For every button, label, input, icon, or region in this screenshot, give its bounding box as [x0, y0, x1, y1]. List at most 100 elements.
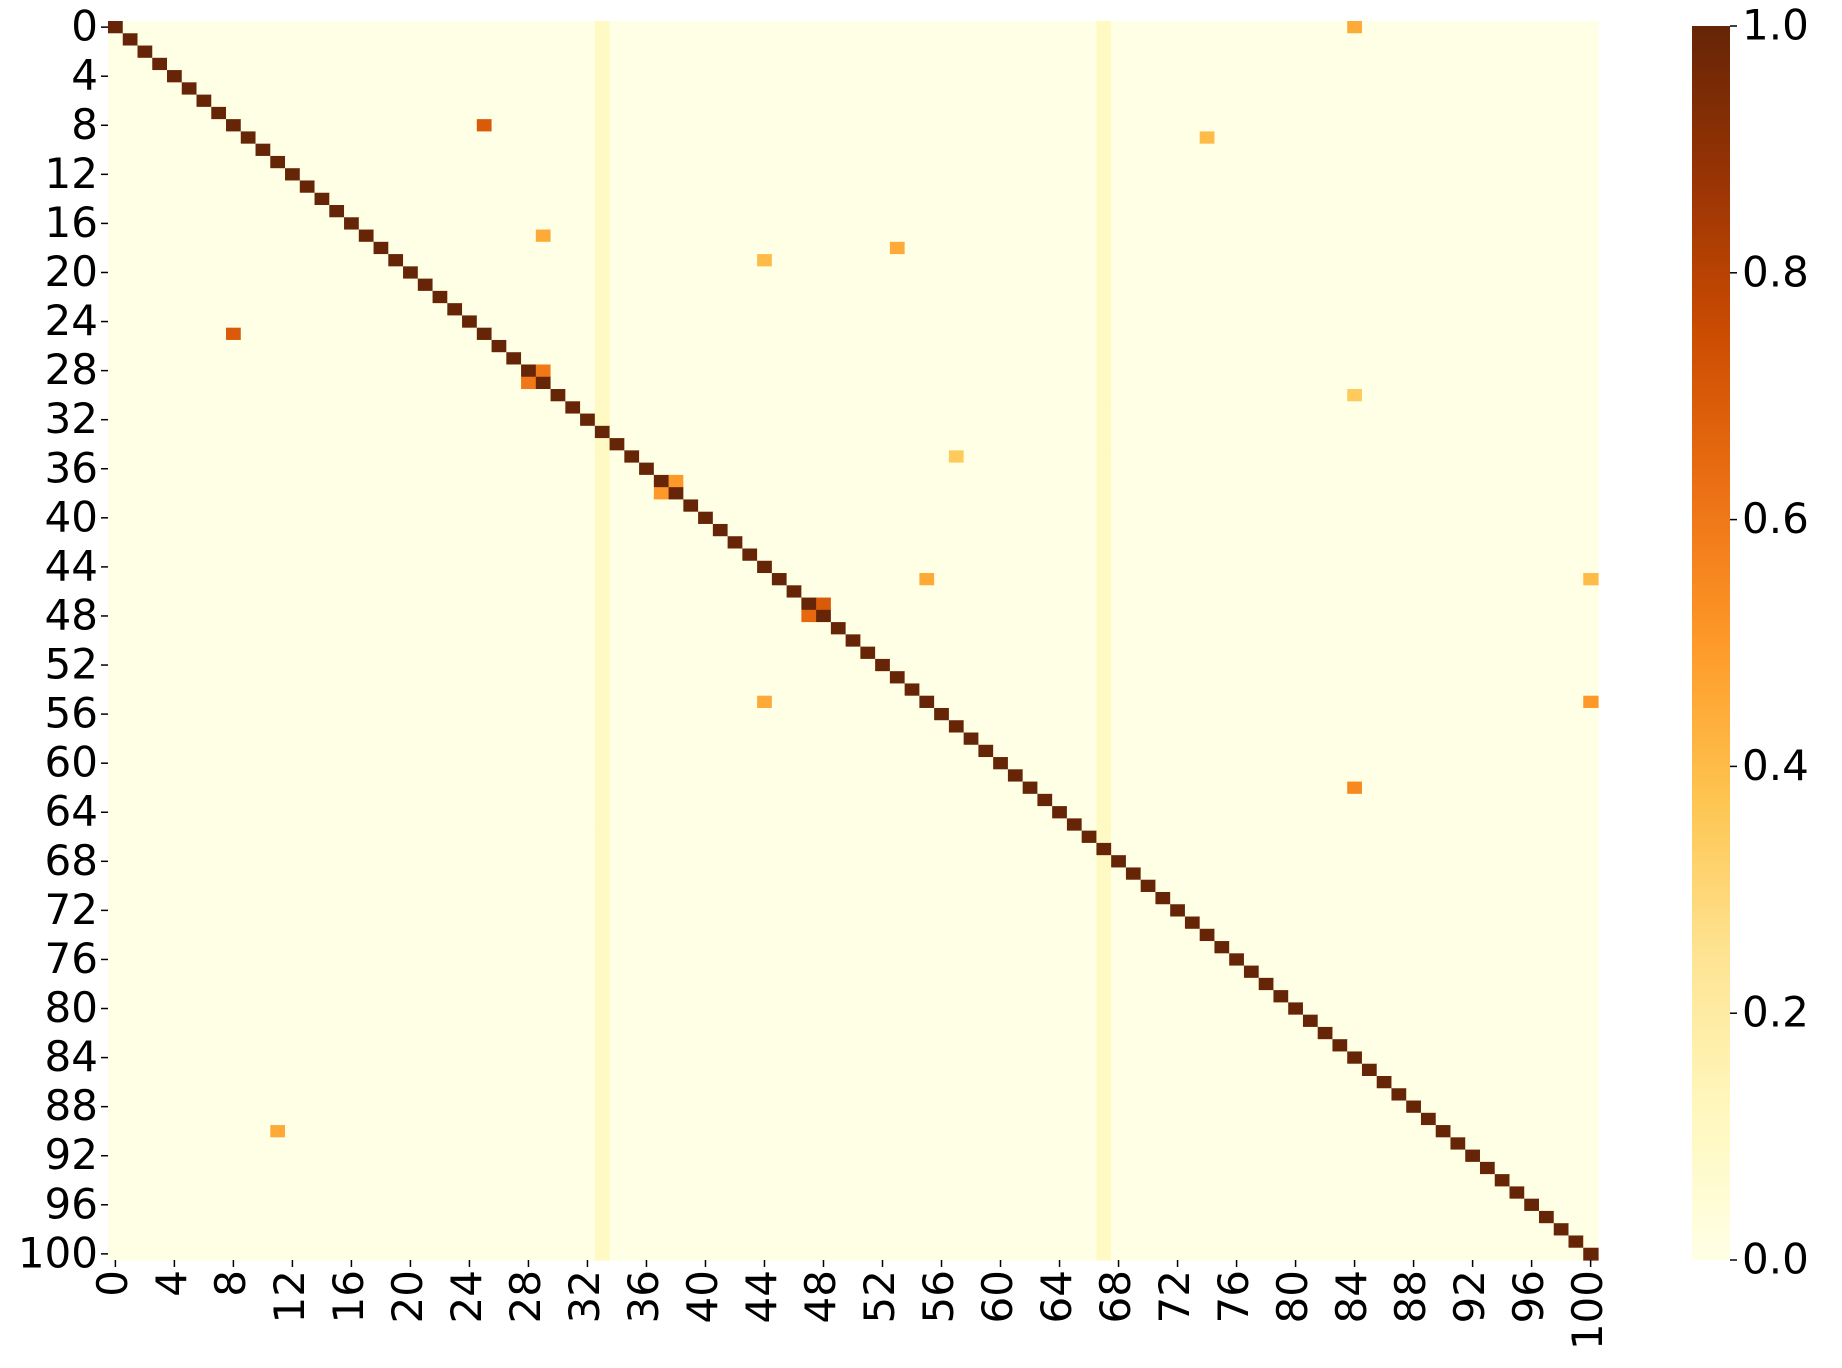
cell	[786, 438, 802, 451]
cell	[565, 364, 581, 378]
cell	[683, 70, 699, 83]
cell	[1199, 609, 1216, 623]
cell	[432, 609, 448, 623]
cell	[1435, 106, 1452, 120]
cell	[1450, 487, 1466, 501]
cell	[196, 94, 212, 108]
cell	[417, 585, 434, 599]
cell	[373, 131, 389, 145]
cell	[948, 413, 965, 427]
cell	[624, 229, 640, 243]
cell	[255, 45, 271, 59]
cell	[830, 290, 847, 304]
cell	[373, 45, 389, 59]
cell	[1479, 278, 1496, 292]
cell	[1052, 205, 1068, 218]
cell	[1214, 585, 1230, 599]
cell	[1361, 364, 1378, 378]
cell	[816, 376, 832, 390]
cell	[388, 33, 404, 47]
cell	[963, 548, 979, 562]
cell	[1022, 119, 1039, 133]
cell	[403, 462, 419, 476]
cell	[1096, 364, 1112, 378]
cell	[122, 499, 139, 513]
cell	[1302, 523, 1319, 537]
cell	[137, 180, 153, 194]
cell	[1066, 119, 1083, 133]
cell	[299, 315, 316, 329]
cell	[358, 315, 375, 329]
cell	[1007, 560, 1024, 574]
cell	[1037, 352, 1053, 366]
cell	[535, 474, 552, 488]
cell	[196, 266, 212, 280]
cell	[1199, 573, 1216, 586]
cell	[417, 474, 434, 488]
cell	[683, 389, 699, 402]
cell	[1243, 499, 1260, 513]
cell	[889, 364, 906, 378]
cell	[521, 622, 537, 635]
cell	[403, 21, 419, 34]
cell	[934, 82, 950, 96]
cell	[1347, 180, 1363, 194]
cell	[830, 33, 847, 47]
cell	[521, 327, 537, 341]
cell	[904, 143, 920, 157]
cell	[1229, 376, 1245, 390]
cell	[1258, 352, 1275, 366]
cell	[476, 155, 493, 169]
cell	[447, 573, 463, 586]
cell	[329, 229, 345, 243]
cell	[1538, 352, 1555, 366]
cell	[240, 474, 257, 488]
cell	[934, 229, 950, 243]
cell	[373, 376, 389, 390]
cell	[285, 143, 301, 157]
cell	[167, 622, 183, 635]
cell	[1391, 155, 1407, 169]
cell	[594, 45, 611, 59]
cell	[653, 94, 670, 108]
cell	[801, 376, 817, 390]
cell	[1214, 45, 1230, 59]
cell	[344, 143, 360, 157]
cell	[1391, 290, 1407, 304]
cell	[1140, 536, 1157, 550]
cell	[137, 364, 153, 378]
cell	[432, 364, 448, 378]
cell	[830, 548, 847, 562]
cell	[476, 70, 493, 83]
cell	[771, 339, 788, 353]
cell	[889, 119, 906, 133]
cell	[904, 303, 920, 317]
cell	[668, 57, 684, 71]
cell	[639, 339, 655, 353]
cell	[1435, 131, 1452, 145]
cell	[181, 192, 198, 206]
cell	[565, 523, 581, 537]
cell	[1524, 315, 1540, 329]
cell	[550, 131, 566, 145]
cell	[403, 217, 419, 231]
cell	[226, 450, 242, 464]
cell	[137, 523, 153, 537]
cell	[1288, 266, 1304, 280]
cell	[181, 523, 198, 537]
cell	[1583, 438, 1599, 451]
cell	[875, 462, 891, 476]
cell	[1553, 327, 1570, 341]
cell	[1568, 57, 1584, 71]
cell	[860, 82, 876, 96]
cell	[1037, 585, 1053, 599]
cell	[727, 94, 743, 108]
cell	[1450, 229, 1466, 243]
cell	[1184, 609, 1201, 623]
cell	[1199, 303, 1216, 317]
cell	[845, 339, 861, 353]
cell	[255, 511, 271, 525]
cell	[1258, 131, 1275, 145]
cell	[727, 462, 743, 476]
cell	[993, 597, 1009, 611]
